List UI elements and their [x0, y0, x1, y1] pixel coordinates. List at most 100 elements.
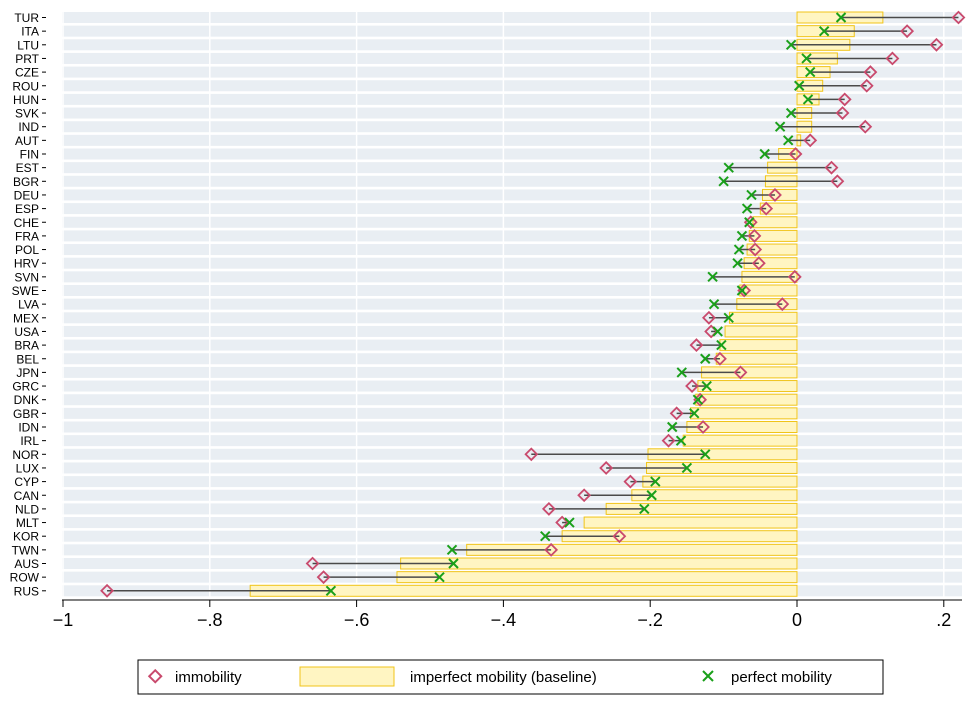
- category-label-rou: ROU: [12, 79, 39, 93]
- x-tick-label-2: −.6: [344, 610, 370, 630]
- point-immobility-ltu: [929, 37, 944, 52]
- point-perfect-mobility-ltu: [785, 39, 797, 51]
- category-label-can: CAN: [14, 489, 39, 503]
- row-band-jpn: [62, 366, 962, 378]
- row-band-swe: [62, 285, 962, 296]
- point-immobility-kor: [612, 529, 627, 544]
- row-band-cze: [62, 66, 962, 78]
- legend-label-immobility: immobility: [175, 669, 242, 686]
- point-immobility-est: [824, 160, 839, 175]
- point-perfect-mobility-lva: [708, 298, 720, 310]
- bar-che: [752, 216, 798, 229]
- point-perfect-mobility-irl: [675, 435, 687, 446]
- row-band-est: [62, 162, 962, 174]
- legend-marker-imperfect-mobility: [299, 666, 395, 687]
- category-label-pol: POL: [15, 243, 39, 257]
- point-perfect-mobility-row: [434, 571, 445, 583]
- bar-swe: [739, 284, 798, 297]
- point-immobility-hun: [837, 92, 852, 107]
- row-band-rou: [62, 80, 962, 92]
- point-immobility-irl: [661, 433, 676, 448]
- point-immobility-svn: [787, 269, 802, 284]
- point-immobility-bra: [689, 338, 704, 353]
- row-band-mlt: [62, 517, 962, 529]
- category-label-rus: RUS: [14, 584, 39, 598]
- point-perfect-mobility-nor: [700, 449, 711, 460]
- row-band-idn: [62, 421, 962, 433]
- point-perfect-mobility-hun: [802, 94, 814, 105]
- point-perfect-mobility-rou: [793, 80, 805, 91]
- category-label-hun: HUN: [13, 93, 39, 107]
- point-perfect-mobility-prt: [801, 53, 812, 64]
- category-label-lva: LVA: [18, 298, 39, 312]
- point-immobility-esp: [759, 201, 774, 216]
- point-perfect-mobility-swe: [736, 285, 748, 296]
- row-band-grc: [62, 380, 962, 392]
- point-perfect-mobility-est: [723, 162, 734, 173]
- row-band-deu: [62, 189, 962, 201]
- row-band-irl: [62, 435, 962, 447]
- point-immobility-nor: [524, 447, 539, 462]
- bar-mex: [728, 311, 798, 324]
- row-band-bel: [62, 353, 962, 365]
- category-label-ltu: LTU: [17, 38, 39, 52]
- row-band-usa: [62, 325, 962, 337]
- point-immobility-swe: [737, 283, 752, 298]
- point-perfect-mobility-esp: [741, 203, 753, 214]
- bar-aus: [400, 557, 798, 570]
- point-immobility-prt: [885, 51, 900, 66]
- row-band-tur: [62, 12, 962, 23]
- row-band-ind: [62, 121, 962, 133]
- row-band-hrv: [62, 257, 962, 269]
- point-immobility-lva: [775, 297, 790, 312]
- category-label-che: CHE: [14, 216, 39, 230]
- legend-label-perfect-mobility: perfect mobility: [731, 669, 832, 686]
- point-perfect-mobility-aus: [448, 558, 459, 569]
- point-immobility-bel: [713, 351, 727, 366]
- point-perfect-mobility-nld: [639, 503, 650, 515]
- row-band-dnk: [62, 394, 962, 406]
- category-label-irl: IRL: [20, 434, 39, 448]
- point-perfect-mobility-dnk: [692, 394, 704, 405]
- point-immobility-aut: [803, 133, 818, 148]
- category-label-gbr: GBR: [13, 407, 39, 421]
- bar-grc: [697, 380, 798, 393]
- point-immobility-svk: [835, 106, 850, 120]
- row-band-nld: [62, 503, 962, 515]
- legend-label-imperfect-mobility: imperfect mobility (baseline): [410, 669, 597, 686]
- point-perfect-mobility-aut: [782, 135, 794, 146]
- category-label-fra: FRA: [15, 229, 39, 243]
- bar-gbr: [690, 407, 798, 420]
- category-label-swe: SWE: [12, 284, 39, 298]
- row-band-prt: [62, 52, 962, 64]
- point-immobility-deu: [768, 188, 782, 202]
- point-perfect-mobility-usa: [712, 326, 723, 337]
- legend-marker-immobility: [147, 668, 163, 684]
- row-band-ita: [62, 25, 962, 37]
- point-perfect-mobility-rus: [325, 585, 337, 597]
- row-band-bgr: [62, 175, 962, 187]
- category-label-fin: FIN: [20, 148, 39, 162]
- category-label-kor: KOR: [13, 530, 39, 544]
- point-perfect-mobility-cyp: [650, 476, 661, 487]
- point-perfect-mobility-twn: [446, 544, 458, 556]
- category-label-bel: BEL: [16, 352, 39, 366]
- category-label-mlt: MLT: [16, 516, 40, 530]
- point-immobility-can: [577, 488, 592, 503]
- point-immobility-mex: [701, 310, 716, 325]
- category-label-est: EST: [16, 161, 40, 175]
- row-band-svn: [62, 271, 962, 283]
- point-perfect-mobility-fra: [736, 230, 748, 242]
- point-immobility-hrv: [751, 256, 766, 271]
- row-band-hun: [62, 93, 962, 105]
- point-perfect-mobility-deu: [746, 189, 757, 201]
- bar-usa: [724, 325, 798, 338]
- point-perfect-mobility-mex: [723, 312, 734, 324]
- category-label-deu: DEU: [14, 188, 39, 202]
- row-band-ltu: [62, 39, 962, 51]
- point-perfect-mobility-idn: [667, 421, 678, 433]
- bar-irl: [682, 434, 798, 447]
- row-band-fin: [62, 148, 962, 160]
- x-tick-label-1: −.8: [197, 610, 223, 630]
- point-perfect-mobility-ita: [818, 25, 830, 37]
